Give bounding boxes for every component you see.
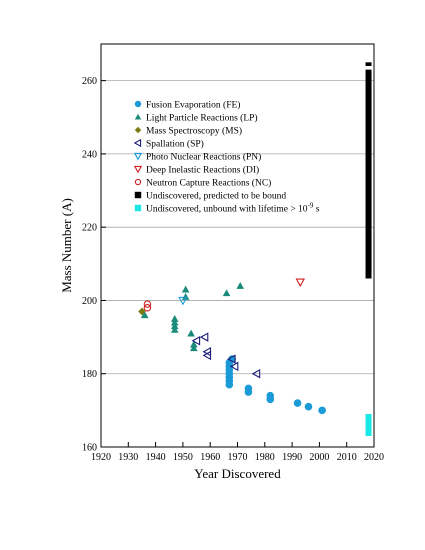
data-point-triangle-up-filled <box>181 285 190 293</box>
legend-marker <box>134 100 142 108</box>
legend-marker <box>134 126 142 134</box>
x-tick-label: 2020 <box>364 452 384 463</box>
y-tick-label: 180 <box>82 369 97 380</box>
y-tick-label: 160 <box>82 443 97 454</box>
legend-label: Undiscovered, predicted to be bound <box>146 191 286 201</box>
legend-label: Mass Spectroscopy (MS) <box>146 125 242 136</box>
data-point-circle-open <box>143 304 152 312</box>
x-tick-label: 1920 <box>91 452 111 463</box>
undiscovered-bars <box>365 62 372 437</box>
legend-label: Light Particle Reactions (LP) <box>146 112 258 123</box>
data-point-triangle-left-open <box>251 368 261 379</box>
data-point-triangle-left-open <box>202 350 212 361</box>
x-tick-label: 1990 <box>282 452 302 463</box>
undiscovered-bar-7 <box>365 69 372 279</box>
legend-marker <box>134 204 142 212</box>
data-point-triangle-up-filled <box>140 311 149 319</box>
data-point-triangle-up-filled <box>190 344 198 352</box>
data-point-circle-filled <box>304 402 313 411</box>
legend-label: Spallation (SP) <box>146 138 204 149</box>
data-point-circle-filled <box>266 395 275 404</box>
undiscovered-bar-7 <box>365 62 372 66</box>
data-point-triangle-up-filled <box>187 329 195 337</box>
data-point-triangle-up-filled <box>170 318 179 326</box>
legend-label: Deep Inelastic Reactions (DI) <box>146 164 259 175</box>
legend-marker <box>134 178 142 186</box>
x-tick-label: 1940 <box>146 452 166 463</box>
legend-label: Fusion Evaporation (FE) <box>146 99 240 110</box>
legend: Fusion Evaporation (FE) Light Particle Re… <box>133 99 320 214</box>
y-tick-label: 200 <box>82 296 97 307</box>
axis-ticks: 160 180 200 220 240 260 1920 1930 1940 1950 1960 19… <box>82 76 384 463</box>
legend-marker <box>133 152 143 161</box>
data-point-circle-filled <box>228 355 236 363</box>
x-tick-label: 1930 <box>118 452 138 463</box>
data-point-triangle-up-filled <box>170 314 179 322</box>
data-point-circle-filled <box>225 380 234 389</box>
legend-label: Photo Nuclear Reactions (PN) <box>146 151 261 162</box>
data-point-triangle-up-filled <box>222 289 231 297</box>
data-point-circle-filled <box>244 388 253 396</box>
data-point-circle-filled <box>293 399 302 407</box>
x-tick-label: 2010 <box>337 452 357 463</box>
x-tick-label: 1960 <box>200 452 220 463</box>
legend-marker <box>133 138 142 148</box>
data-point-circle-open <box>143 300 152 308</box>
y-tick-label: 240 <box>82 149 97 160</box>
data-point-diamond-filled <box>138 307 146 316</box>
data-point-triangle-up-filled <box>181 292 190 300</box>
data-point-triangle-up-filled <box>190 340 198 348</box>
data-point-triangle-up-filled <box>236 282 245 289</box>
x-tick-label: 1950 <box>173 452 193 463</box>
data-point-triangle-left-open <box>191 336 201 346</box>
data-point-triangle-down-open <box>295 278 306 288</box>
data-point-triangle-left-open <box>227 354 236 364</box>
legend-marker <box>133 165 143 174</box>
data-point-circle-filled <box>318 406 326 415</box>
x-tick-label: 1970 <box>228 452 248 463</box>
data-points <box>138 278 326 415</box>
y-axis-title: Mass Number (A) <box>59 198 74 293</box>
legend-marker <box>134 113 142 120</box>
legend-marker <box>134 191 142 199</box>
x-tick-label: 2000 <box>309 452 329 463</box>
data-point-triangle-left-open <box>229 361 239 372</box>
undiscovered-bar-8 <box>365 414 372 437</box>
data-point-triangle-left-open <box>199 332 209 342</box>
x-axis-title: Year Discovered <box>194 466 281 481</box>
data-point-triangle-up-filled <box>170 322 179 330</box>
y-tick-label: 260 <box>82 76 97 87</box>
data-point-triangle-up-filled <box>170 325 179 333</box>
legend-label: Neutron Capture Reactions (NC) <box>146 177 271 188</box>
grid-lines <box>101 80 374 375</box>
x-tick-label: 1980 <box>255 452 275 463</box>
legend-label: Undiscovered, unbound with lifetime > 10… <box>146 201 320 214</box>
data-point-triangle-down-open <box>178 296 188 306</box>
y-tick-label: 220 <box>82 223 97 234</box>
